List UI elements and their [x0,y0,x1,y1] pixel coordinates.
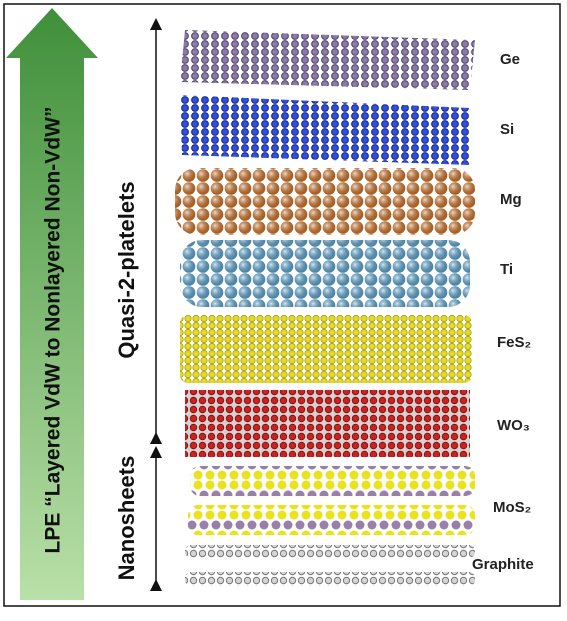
layer [185,545,475,558]
layer [190,466,475,496]
layer-label: Ge [500,51,520,68]
layer-label: Ti [500,261,513,278]
layer-label: Graphite [472,556,534,573]
layer [180,315,472,383]
group-label: Quasi-2-platelets [114,181,139,358]
group-label: Nanosheets [114,456,139,581]
layer-label: MoS₂ [493,499,531,516]
arrow-label: LPE “Layered VdW to Nonlayered Non-VdW” [42,107,65,554]
layers [175,30,475,586]
layer-label: Mg [500,191,522,208]
frame [3,3,561,607]
layer [180,95,470,165]
layer [185,390,470,457]
layer [180,30,475,90]
layer [180,240,470,307]
layer-label: Si [500,121,514,138]
layer [185,572,475,586]
layer [188,505,475,535]
layer [175,168,475,235]
layer-label: FeS₂ [497,334,531,351]
green-arrow [6,8,98,600]
layer-label: WO₃ [497,417,530,434]
